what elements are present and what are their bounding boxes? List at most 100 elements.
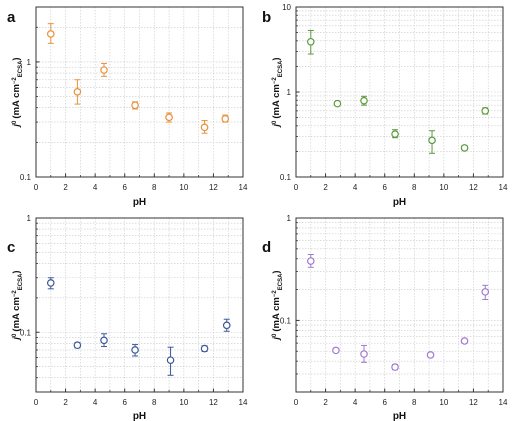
marker: [333, 99, 342, 108]
x-axis-label: pH: [133, 411, 146, 421]
panel-label: b: [262, 9, 271, 26]
y-axis-label-sub: ECSA: [278, 273, 284, 290]
y-tick-label: 1: [287, 214, 292, 223]
x-tick-label: 14: [499, 398, 508, 407]
data-point: [460, 144, 469, 152]
x-axis-label: pH: [393, 411, 406, 421]
y-axis-label: j0(mA cm−2ECSA): [271, 57, 284, 128]
data-point: [391, 129, 399, 139]
gridlines: [36, 218, 243, 392]
data-point: [46, 277, 55, 290]
x-tick-label: 6: [382, 398, 387, 407]
marker: [131, 101, 139, 110]
gridlines: [296, 218, 503, 392]
data-point: [221, 114, 230, 123]
marker: [73, 87, 82, 96]
y-tick-label: 0.1: [20, 173, 32, 182]
y-axis-label-close: ): [11, 57, 22, 60]
x-tick-label: 0: [294, 183, 299, 192]
x-tick-label: 8: [152, 183, 157, 192]
y-axis-label-exp: −2: [12, 290, 18, 298]
x-tick-label: 4: [93, 183, 98, 192]
x-tick-label: 10: [439, 398, 448, 407]
panel-label: c: [7, 239, 15, 256]
x-tick-label: 12: [469, 398, 478, 407]
marker: [426, 351, 435, 359]
x-tick-label: 10: [439, 183, 448, 192]
x-tick-label: 6: [122, 398, 127, 407]
marker: [100, 66, 108, 74]
marker: [332, 346, 340, 355]
marker: [165, 113, 173, 122]
marker: [391, 363, 399, 371]
marker: [360, 350, 368, 358]
data-point: [306, 254, 315, 268]
x-tick-label: 4: [353, 398, 358, 407]
marker: [360, 96, 368, 105]
data-point: [332, 346, 340, 355]
x-tick-label: 12: [209, 183, 218, 192]
marker: [200, 344, 209, 353]
y-tick-label: 10: [282, 3, 291, 12]
data-point: [100, 333, 108, 348]
data-point: [166, 346, 175, 376]
panel-label: d: [262, 239, 271, 256]
marker: [481, 107, 490, 115]
data-point: [222, 318, 231, 332]
marker: [222, 321, 231, 330]
y-axis-label: j0(mA cm−2ECSA): [271, 270, 284, 341]
marker: [306, 37, 315, 46]
marker: [73, 341, 82, 350]
data-point: [306, 29, 315, 55]
marker: [460, 144, 469, 152]
data-point: [481, 284, 490, 301]
x-tick-label: 6: [382, 183, 387, 192]
x-tick-label: 0: [34, 183, 39, 192]
y-axis-label-close: ): [11, 270, 22, 273]
data-point: [131, 344, 139, 357]
data-point: [200, 344, 209, 353]
y-axis-label: j0(mA cm−2ECSA): [11, 270, 24, 341]
data-point: [360, 95, 368, 106]
x-tick-label: 8: [152, 398, 157, 407]
y-axis-label-sup: 0: [272, 333, 278, 337]
y-axis-label-sup: 0: [12, 120, 18, 124]
gridlines: [296, 7, 503, 177]
x-tick-label: 12: [469, 183, 478, 192]
data-point: [428, 130, 436, 154]
marker: [428, 136, 436, 145]
marker: [306, 257, 315, 265]
x-axis-label: pH: [393, 197, 406, 208]
panel-label: a: [7, 9, 16, 26]
y-axis-label-sub: ECSA: [278, 60, 284, 77]
marker: [100, 336, 108, 345]
x-tick-label: 14: [499, 183, 508, 192]
y-axis-label-close: ): [271, 57, 282, 60]
y-axis-label: j0(mA cm−2ECSA): [11, 57, 24, 128]
y-axis-label-sub: ECSA: [18, 273, 24, 290]
x-tick-label: 0: [294, 398, 299, 407]
data-point: [481, 107, 490, 115]
y-tick-label: 1: [27, 214, 32, 223]
x-tick-label: 14: [239, 183, 248, 192]
y-tick-label: 0.1: [280, 173, 292, 182]
marker: [460, 337, 469, 345]
x-tick-label: 2: [323, 398, 328, 407]
marker: [131, 346, 139, 354]
marker: [481, 288, 490, 296]
data-point: [46, 23, 55, 44]
y-axis-label-unit: (mA cm: [11, 84, 22, 119]
y-tick-label: 1: [27, 58, 32, 67]
y-axis-label-sub: ECSA: [18, 60, 24, 77]
x-tick-label: 4: [93, 398, 98, 407]
data-point: [165, 112, 173, 123]
y-tick-label: 1: [287, 88, 292, 97]
x-tick-label: 10: [179, 398, 188, 407]
y-axis-label-main: j: [271, 124, 282, 129]
x-tick-label: 2: [63, 183, 68, 192]
data-point: [360, 344, 368, 363]
